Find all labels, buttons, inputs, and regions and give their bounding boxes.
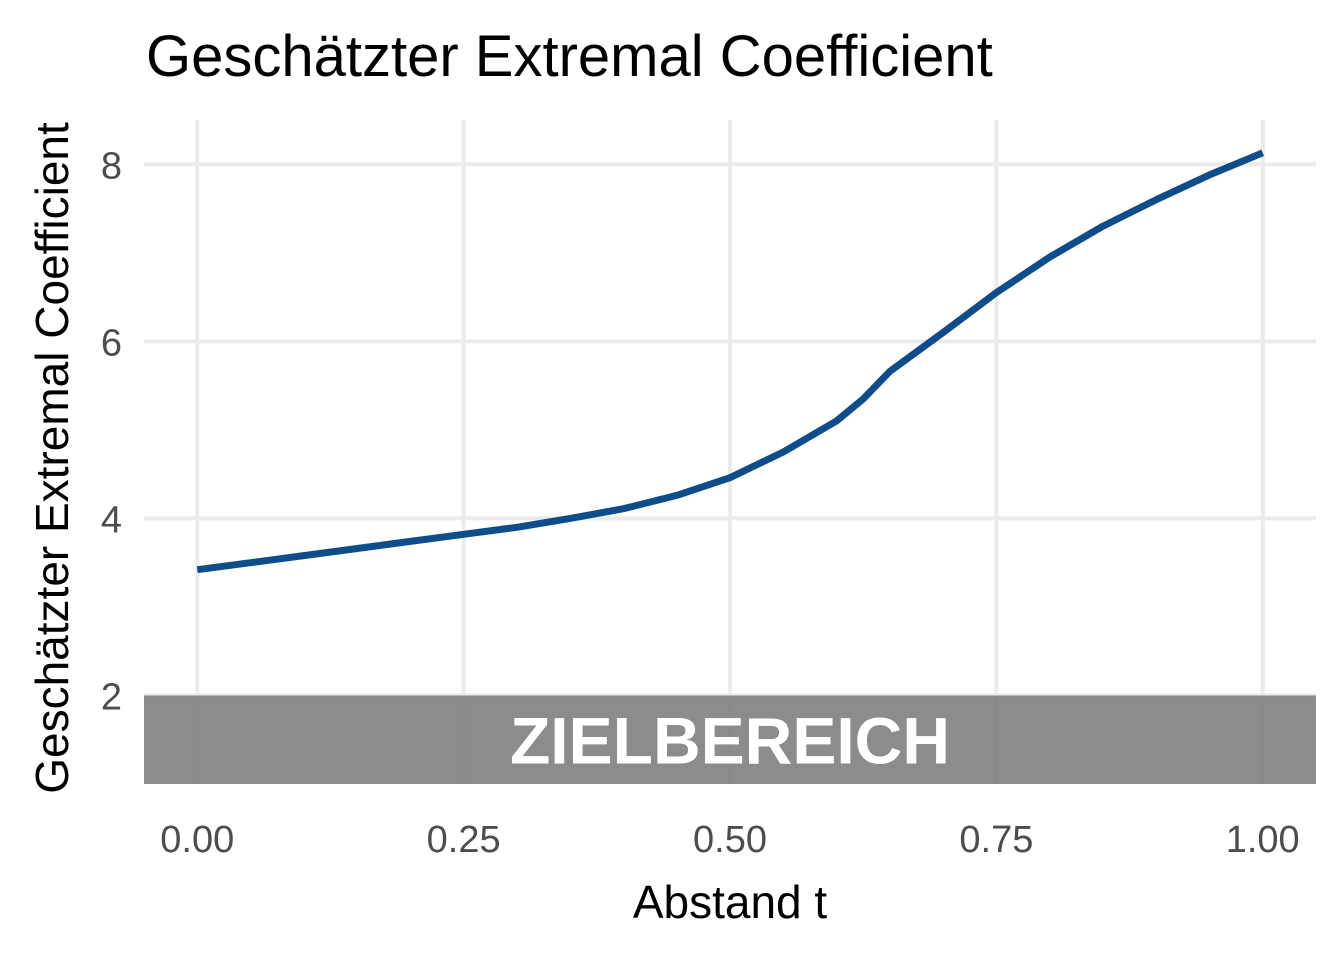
x-tick-label-2: 0.50 (693, 819, 767, 861)
y-tick-label-0: 2 (101, 676, 122, 718)
y-tick-labels: 2 4 6 8 (101, 145, 122, 718)
x-tick-label-0: 0.00 (160, 819, 234, 861)
y-tick-label-3: 8 (101, 145, 122, 187)
y-tick-label-1: 4 (101, 499, 122, 541)
target-band-label: ZIELBEREICH (510, 704, 950, 778)
chart-title: Geschätzter Extremal Coefficient (146, 24, 993, 89)
target-band: ZIELBEREICH (144, 695, 1316, 784)
target-band-rect (144, 695, 1316, 784)
x-tick-label-1: 0.25 (427, 819, 501, 861)
series-group (196, 149, 1265, 574)
x-tick-label-4: 1.00 (1226, 819, 1300, 861)
gridlines (144, 120, 1316, 784)
y-axis-label: Geschätzter Extremal Coefficient (26, 122, 78, 794)
x-axis-label: Abstand t (633, 876, 828, 928)
x-tick-label-3: 0.75 (959, 819, 1033, 861)
x-tick-labels: 0.00 0.25 0.50 0.75 1.00 (160, 819, 1299, 861)
series-line-0 (196, 149, 1265, 574)
y-tick-label-2: 6 (101, 322, 122, 364)
